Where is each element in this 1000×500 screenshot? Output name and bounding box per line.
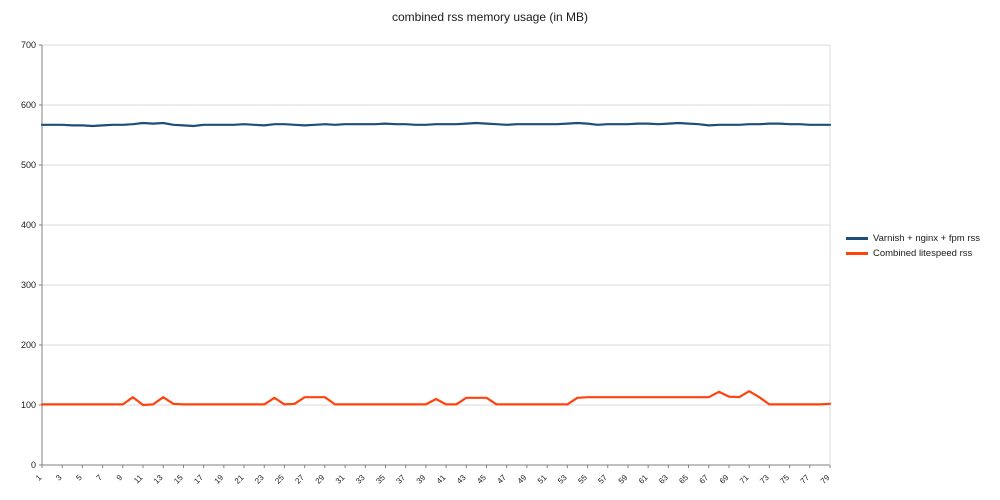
x-tick-label: 53	[556, 473, 569, 486]
x-tick-label: 5	[74, 473, 84, 483]
x-tick-label: 65	[677, 473, 690, 486]
x-tick-label: 43	[455, 473, 468, 486]
x-tick-label: 19	[213, 473, 226, 486]
series-lines	[40, 121, 832, 407]
x-tick-label: 29	[314, 473, 327, 486]
x-tick-label: 61	[637, 473, 650, 486]
y-tick-label: 500	[21, 160, 36, 170]
x-tick-label: 11	[132, 473, 145, 486]
gridlines	[42, 44, 830, 466]
x-tick-label: 75	[778, 473, 791, 486]
x-tick-label: 51	[536, 473, 549, 486]
x-axis-labels: 1 3 5 7 9 11 13 15 17 19 21 23 25 27 29 31 33 35 37 39 41 43 4…	[34, 473, 832, 486]
y-axis-labels: 0 100 200 300 400 500 600 700	[21, 40, 36, 470]
legend: Varnish + nginx + fpm rss Combined lites…	[846, 233, 980, 259]
x-tick-label: 63	[657, 473, 670, 486]
x-tick-label: 13	[152, 473, 165, 486]
x-tick-label: 69	[718, 473, 731, 486]
x-tick-label: 15	[172, 473, 185, 486]
y-tick-label: 100	[21, 400, 36, 410]
x-tick-label: 3	[54, 473, 64, 483]
x-tick-label: 37	[394, 473, 407, 486]
legend-label-litespeed: Combined litespeed rss	[873, 248, 973, 259]
y-tick-label: 700	[21, 40, 36, 50]
y-tick-label: 200	[21, 340, 36, 350]
x-tick-label: 21	[233, 473, 246, 486]
x-tick-label: 45	[475, 473, 488, 486]
x-tick-label: 25	[273, 473, 286, 486]
y-tick-label: 300	[21, 280, 36, 290]
x-tick-label: 47	[495, 473, 508, 486]
x-tick-label: 31	[334, 473, 347, 486]
x-tick-label: 79	[819, 473, 832, 486]
x-tick-label: 55	[576, 473, 589, 486]
axes	[39, 44, 831, 468]
x-tick-label: 71	[738, 473, 751, 486]
x-tick-label: 73	[758, 473, 771, 486]
legend-swatch-varnish-icon	[846, 237, 868, 240]
x-tick-label: 35	[374, 473, 387, 486]
y-tick-label: 600	[21, 100, 36, 110]
x-tick-label: 9	[115, 473, 125, 483]
legend-item-litespeed: Combined litespeed rss	[846, 248, 980, 259]
x-tick-label: 1	[34, 473, 44, 483]
x-tick-label: 67	[698, 473, 711, 486]
chart-title: combined rss memory usage (in MB)	[391, 10, 589, 24]
x-tick-label: 7	[95, 473, 105, 483]
x-tick-label: 33	[354, 473, 367, 486]
series-line-0	[40, 121, 832, 128]
series-line-1	[40, 390, 832, 407]
x-tick-label: 77	[799, 473, 812, 486]
x-tick-label: 57	[596, 473, 609, 486]
legend-item-varnish: Varnish + nginx + fpm rss	[846, 233, 980, 244]
x-tick-label: 59	[617, 473, 630, 486]
y-tick-label: 400	[21, 220, 36, 230]
x-tick-label: 23	[253, 473, 266, 486]
legend-label-varnish: Varnish + nginx + fpm rss	[873, 233, 981, 244]
y-tick-label: 0	[31, 460, 36, 470]
x-tick-label: 17	[192, 473, 205, 486]
x-tick-label: 49	[516, 473, 529, 486]
x-tick-label: 27	[293, 473, 306, 486]
x-tick-label: 41	[435, 473, 448, 486]
x-tick-label: 39	[415, 473, 428, 486]
legend-swatch-litespeed-icon	[846, 252, 868, 255]
